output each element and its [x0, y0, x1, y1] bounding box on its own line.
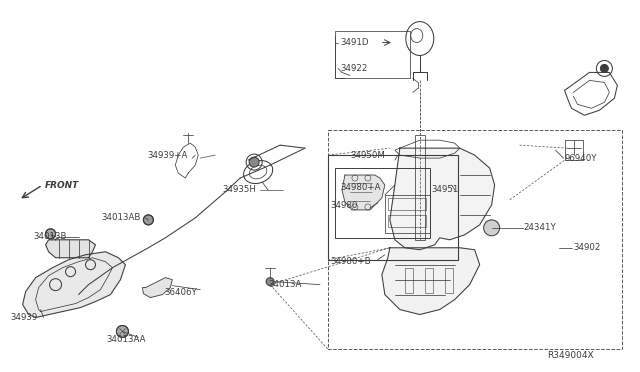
Circle shape — [143, 215, 154, 225]
Circle shape — [266, 278, 274, 286]
Text: 34939+A: 34939+A — [147, 151, 188, 160]
Polygon shape — [382, 248, 479, 314]
Bar — [335, 31, 410, 78]
Polygon shape — [390, 148, 495, 250]
Bar — [415, 135, 425, 240]
Bar — [425, 268, 433, 293]
Polygon shape — [342, 175, 385, 210]
Text: FRONT: FRONT — [45, 180, 79, 189]
Bar — [385, 195, 430, 233]
Polygon shape — [45, 240, 95, 258]
Text: R349004X: R349004X — [547, 351, 594, 360]
Polygon shape — [22, 252, 125, 318]
Circle shape — [116, 326, 129, 337]
Bar — [445, 268, 452, 293]
Bar — [566, 140, 584, 160]
Polygon shape — [142, 278, 172, 298]
Text: 34980: 34980 — [330, 201, 357, 211]
Circle shape — [249, 157, 259, 167]
Text: 34902: 34902 — [573, 243, 601, 252]
Text: 36406Y: 36406Y — [164, 288, 197, 297]
Bar — [328, 130, 622, 349]
Circle shape — [45, 229, 56, 239]
Text: 34939: 34939 — [11, 313, 38, 322]
Circle shape — [600, 64, 609, 73]
Text: 34980+B: 34980+B — [330, 257, 371, 266]
Text: 24341Y: 24341Y — [524, 223, 556, 232]
Text: 34922: 34922 — [340, 64, 367, 73]
Bar — [388, 215, 426, 227]
Circle shape — [484, 220, 500, 236]
Text: 34013AA: 34013AA — [106, 335, 146, 344]
Text: 34013A: 34013A — [268, 280, 301, 289]
Bar — [388, 198, 426, 210]
Text: 34013B: 34013B — [34, 232, 67, 241]
Text: 96940Y: 96940Y — [564, 154, 597, 163]
Bar — [405, 268, 413, 293]
Text: 34951: 34951 — [432, 186, 459, 195]
Text: 34935H: 34935H — [222, 186, 256, 195]
Bar — [335, 168, 430, 238]
Text: 34980+A: 34980+A — [340, 183, 380, 192]
Bar — [328, 155, 458, 260]
Text: 34013AB: 34013AB — [102, 214, 141, 222]
Text: 34950M: 34950M — [350, 151, 385, 160]
Text: 3491D: 3491D — [340, 38, 369, 47]
